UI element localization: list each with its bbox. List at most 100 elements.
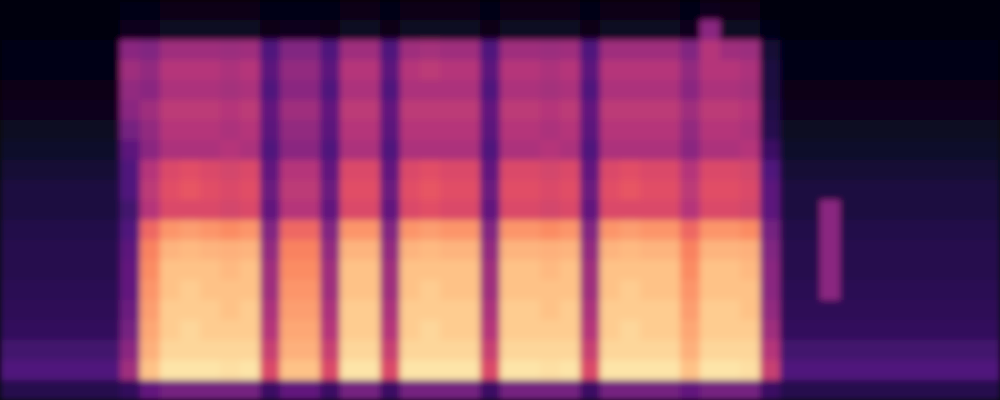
cell (120, 80, 141, 101)
cell (120, 120, 141, 141)
cell (280, 220, 301, 241)
cell (980, 60, 1000, 81)
cell (640, 180, 661, 201)
cell (760, 160, 781, 181)
cell (700, 140, 721, 161)
cell (40, 340, 61, 361)
cell (900, 220, 921, 241)
cell (80, 140, 101, 161)
cell (960, 200, 981, 221)
cell (600, 320, 621, 341)
cell (920, 120, 941, 141)
cell (160, 80, 181, 101)
cell (920, 300, 941, 321)
cell (260, 300, 281, 321)
cell (460, 320, 481, 341)
cell (160, 320, 181, 341)
cell (340, 300, 361, 321)
cell (960, 380, 981, 400)
cell (180, 160, 201, 181)
cell (360, 380, 381, 400)
cell (240, 240, 261, 261)
cell (640, 260, 661, 281)
cell (680, 360, 701, 381)
cell (480, 140, 501, 161)
cell (520, 120, 541, 141)
cell (880, 280, 901, 301)
cell (580, 80, 601, 101)
cell (120, 280, 141, 301)
cell (440, 100, 461, 121)
cell (980, 240, 1000, 261)
cell (100, 120, 121, 141)
cell (420, 0, 441, 21)
cell (680, 340, 701, 361)
cell (220, 100, 241, 121)
cell (900, 360, 921, 381)
cell (460, 240, 481, 261)
cell (340, 260, 361, 281)
cell (20, 300, 41, 321)
cell (840, 40, 861, 61)
cell (160, 240, 181, 261)
cell (380, 140, 401, 161)
cell (0, 200, 21, 221)
cell (760, 360, 781, 381)
cell (320, 260, 341, 281)
cell (0, 100, 21, 121)
cell (700, 360, 721, 381)
cell (280, 0, 301, 21)
cell (460, 220, 481, 241)
cell (820, 140, 841, 161)
cell (280, 100, 301, 121)
cell (320, 200, 341, 221)
cell (620, 120, 641, 141)
cell (940, 260, 961, 281)
cell (120, 140, 141, 161)
cell (800, 240, 821, 261)
cell (60, 140, 81, 161)
cell (800, 380, 821, 400)
cell (440, 380, 461, 400)
cell (360, 100, 381, 121)
cell (700, 380, 721, 400)
cell (460, 120, 481, 141)
cell (820, 320, 841, 341)
cell (300, 120, 321, 141)
cell (540, 100, 561, 121)
cell (40, 100, 61, 121)
cell (880, 380, 901, 400)
cell (800, 60, 821, 81)
cell (860, 180, 881, 201)
cell (580, 140, 601, 161)
cell (40, 60, 61, 81)
cell (220, 380, 241, 400)
cell (820, 180, 841, 201)
cell (720, 80, 741, 101)
cell (820, 260, 841, 281)
cell (720, 240, 741, 261)
cell (440, 320, 461, 341)
cell (440, 80, 461, 101)
cell (200, 200, 221, 221)
cell (380, 80, 401, 101)
cell (680, 300, 701, 321)
cell (180, 100, 201, 121)
cell (540, 160, 561, 181)
cell (160, 340, 181, 361)
cell (880, 80, 901, 101)
cell (180, 200, 201, 221)
cell (560, 80, 581, 101)
cell (540, 200, 561, 221)
cell (900, 100, 921, 121)
cell (460, 260, 481, 281)
cell (320, 80, 341, 101)
cell (860, 0, 881, 21)
cell (960, 180, 981, 201)
cell (460, 0, 481, 21)
cell (640, 220, 661, 241)
cell (420, 140, 441, 161)
cell (80, 80, 101, 101)
cell (780, 280, 801, 301)
cell (420, 40, 441, 61)
